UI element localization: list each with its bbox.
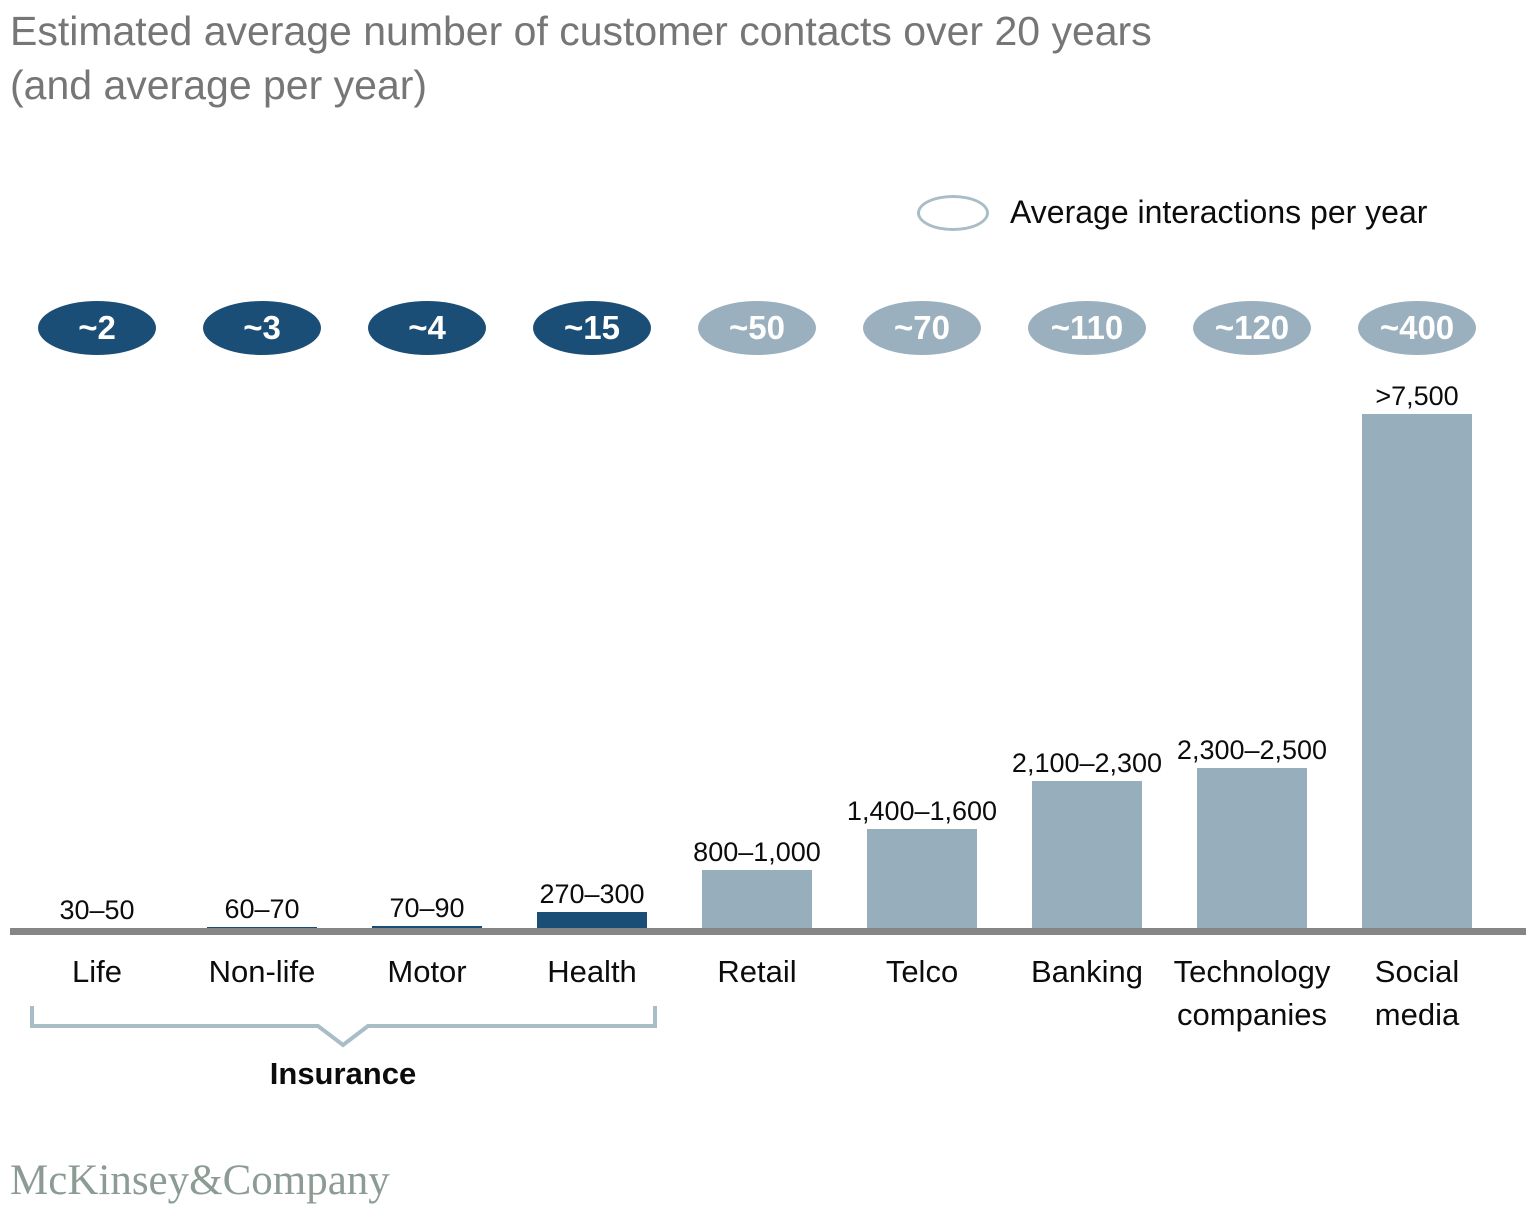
per-year-badge: ~70 (863, 301, 981, 355)
bar-value-label: 30–50 (59, 895, 135, 925)
category-label: Motor (387, 954, 467, 989)
per-year-badge: ~400 (1358, 301, 1476, 355)
bar-value-label: >7,500 (1375, 381, 1459, 411)
per-year-badge: ~2 (38, 301, 156, 355)
bar-value-label: 270–300 (539, 879, 645, 909)
contact-bar (1197, 768, 1307, 931)
category-label: Technology companies (1173, 954, 1331, 1032)
bar-value-label: 70–90 (389, 893, 465, 923)
insurance-group-label: Insurance (269, 1056, 417, 1091)
bar-value-label: 1,400–1,600 (846, 796, 998, 826)
per-year-badge: ~3 (203, 301, 321, 355)
insurance-group-bracket-icon (30, 1006, 657, 1048)
contact-bar (867, 829, 977, 931)
category-label: Retail (717, 954, 797, 989)
category-label: Non-life (208, 954, 316, 989)
category-label: Life (72, 954, 122, 989)
bar-value-label: 2,300–2,500 (1176, 735, 1328, 765)
chart-title-line1: Estimated average number of customer con… (10, 8, 1152, 54)
legend-label: Average interactions per year (1010, 194, 1428, 230)
per-year-badge: ~110 (1028, 301, 1146, 355)
contact-bar (1362, 414, 1472, 931)
chart-title-line2: (and average per year) (10, 62, 428, 108)
category-label: Health (547, 954, 637, 989)
category-label: Banking (1030, 954, 1144, 989)
legend-ellipse-icon (917, 195, 989, 231)
bar-value-label: 2,100–2,300 (1011, 748, 1163, 778)
per-year-badge: ~4 (368, 301, 486, 355)
per-year-badge: ~120 (1193, 301, 1311, 355)
x-axis-baseline (10, 928, 1526, 935)
per-year-badge: ~50 (698, 301, 816, 355)
chart-title: Estimated average number of customer con… (10, 4, 1520, 112)
category-label: Telco (885, 954, 959, 989)
contact-bar (1032, 781, 1142, 931)
per-year-badge: ~15 (533, 301, 651, 355)
contact-bar (702, 870, 812, 931)
mckinsey-logo: McKinsey&Company (10, 1157, 390, 1204)
bar-value-label: 800–1,000 (693, 837, 821, 867)
category-label: Social media (1374, 954, 1460, 1032)
contact-bar (537, 912, 647, 931)
bar-value-label: 60–70 (224, 894, 300, 924)
